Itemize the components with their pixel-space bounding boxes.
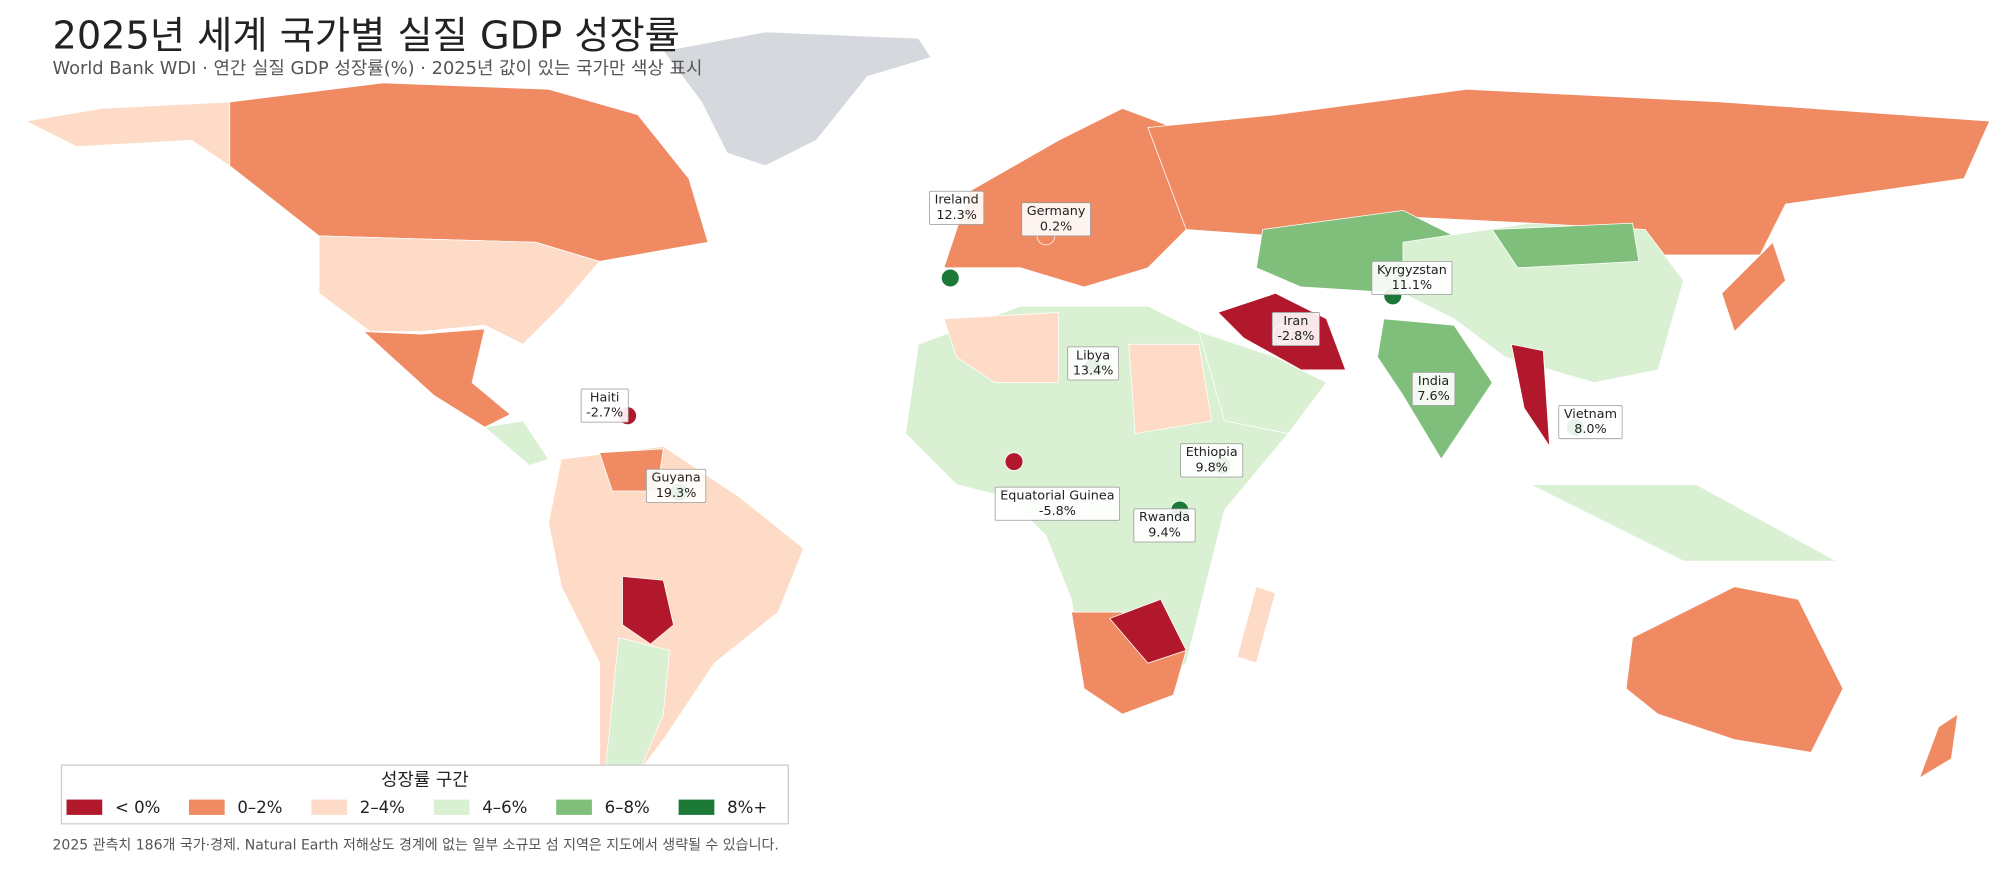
annotation-name: Rwanda	[1139, 510, 1190, 525]
annotation-value: 8.0%	[1574, 422, 1606, 437]
annotation-box	[645, 468, 707, 503]
annotation-box	[994, 486, 1121, 521]
legend-swatch	[188, 799, 225, 815]
annotation: Haiti-2.7%	[580, 388, 629, 423]
annotation-box	[1558, 405, 1623, 440]
land	[1918, 713, 1959, 779]
annotation-box	[1371, 261, 1453, 295]
land	[1625, 586, 1844, 753]
annotation-value: 12.3%	[936, 208, 977, 223]
land	[605, 637, 671, 792]
annotation-value: 9.8%	[1195, 461, 1227, 476]
country-mark	[940, 268, 960, 288]
land	[362, 328, 511, 428]
annotation-box	[1021, 202, 1091, 237]
footnote: 2025 관측치 186개 국가·경제. Natural Earth 저해상도 …	[52, 837, 778, 853]
land	[1491, 222, 1640, 269]
land-layer	[24, 31, 1991, 792]
annotation: Iran-2.8%	[1271, 312, 1320, 346]
land	[622, 575, 674, 645]
annotation-name: Haiti	[590, 390, 619, 405]
land	[1510, 343, 1551, 448]
legend-swatch	[678, 799, 715, 815]
annotation-value: 11.1%	[1392, 278, 1433, 293]
legend-label: 4–6%	[482, 798, 527, 817]
annotation-value: -2.8%	[1277, 329, 1314, 344]
legend-label: 2–4%	[360, 798, 405, 817]
land	[1236, 586, 1276, 664]
annotation-name: Kyrgyzstan	[1377, 263, 1447, 278]
legend-box	[60, 764, 789, 825]
annotation-box	[929, 190, 985, 225]
annotation-value: 19.3%	[656, 486, 697, 501]
annotation-name: Equatorial Guinea	[1000, 489, 1114, 504]
annotation-value: 0.2%	[1040, 219, 1072, 234]
annotation-box	[580, 388, 629, 423]
annotation-name: Ireland	[935, 193, 979, 208]
land	[1128, 343, 1213, 435]
annotation-box	[1180, 443, 1244, 478]
legend-swatch	[433, 799, 470, 815]
land	[1721, 241, 1786, 333]
legend-swatch	[311, 799, 348, 815]
land	[229, 82, 709, 262]
annotation-value: -2.7%	[586, 406, 623, 421]
legend-label: 6–8%	[605, 798, 650, 817]
land	[24, 101, 231, 167]
annotation: Equatorial Guinea-5.8%	[994, 486, 1121, 521]
annotation-name: India	[1418, 374, 1449, 389]
land	[943, 312, 1060, 383]
legend-label: < 0%	[115, 798, 160, 817]
annotation-value: 7.6%	[1417, 389, 1449, 404]
annotation-value: 13.4%	[1073, 364, 1114, 379]
legend-title: 성장률 구간	[381, 769, 469, 790]
annotation-box	[1411, 371, 1456, 406]
title: 2025년 세계 국가별 실질 GDP 성장률	[52, 14, 679, 59]
country-mark	[1004, 452, 1024, 471]
annotation-name: Germany	[1027, 204, 1086, 219]
annotation-box	[1067, 346, 1119, 381]
annotation-name: Guyana	[651, 471, 700, 486]
land	[1109, 598, 1187, 664]
annotation-name: Ethiopia	[1186, 445, 1238, 460]
land	[1530, 484, 1837, 562]
annotation-name: Libya	[1076, 348, 1110, 363]
land	[318, 235, 601, 345]
annotation-box	[1133, 508, 1196, 543]
annotation-name: Vietnam	[1564, 407, 1617, 422]
annotation-box	[1271, 312, 1320, 346]
legend: 성장률 구간 < 0% 0–2% 2–4% 4–6% 6–8% 8%+	[60, 764, 789, 825]
subtitle: World Bank WDI · 연간 실질 GDP 성장률(%) · 2025…	[52, 58, 702, 79]
annotation-value: 9.4%	[1148, 526, 1180, 541]
land	[662, 31, 932, 167]
legend-swatch	[556, 799, 592, 815]
annotation-value: -5.8%	[1039, 504, 1076, 519]
legend-label: 8%+	[727, 798, 767, 817]
legend-swatch	[66, 799, 103, 815]
legend-label: 0–2%	[237, 798, 282, 817]
land	[483, 420, 550, 466]
annotation-name: Iran	[1283, 314, 1308, 329]
